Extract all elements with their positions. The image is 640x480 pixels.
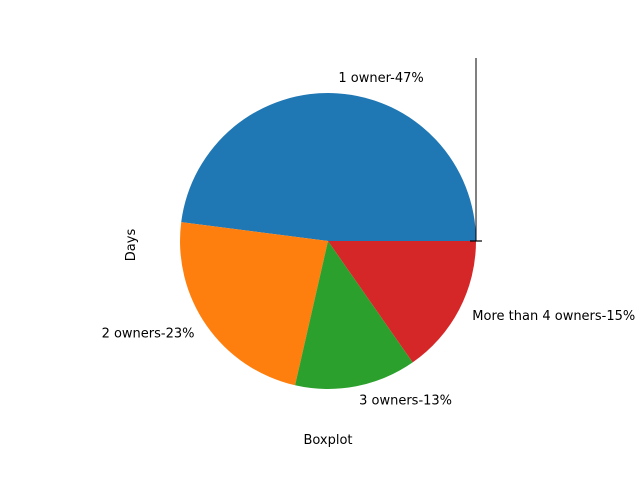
slice-label: 1 owner-47%	[338, 71, 423, 86]
slice-label: More than 4 owners-15%	[472, 309, 635, 324]
slice-label: 3 owners-13%	[359, 393, 452, 408]
slice-label: 2 owners-23%	[102, 327, 195, 342]
pie-slice	[181, 93, 476, 241]
x-axis-label: Boxplot	[303, 433, 352, 448]
pie-slice	[295, 241, 413, 390]
pie-slice	[328, 241, 476, 363]
pie-slices	[180, 93, 476, 390]
slice-labels: 1 owner-47% 2 owners-23% 3 owners-13% More …	[102, 71, 636, 408]
y-axis-label: Days	[124, 229, 139, 262]
pie-slice	[180, 222, 328, 386]
